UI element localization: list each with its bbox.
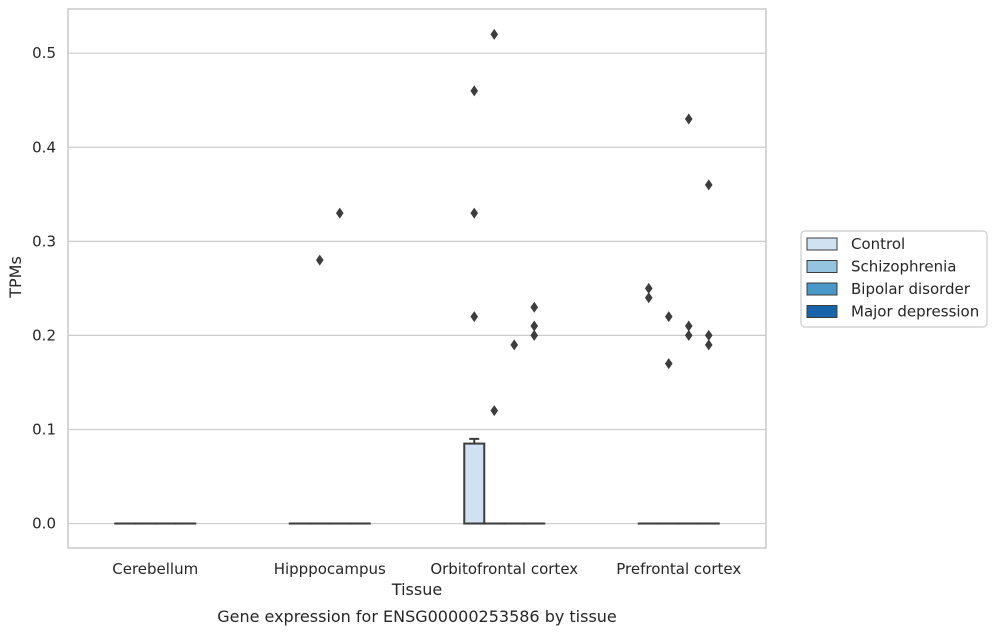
legend-label: Bipolar disorder (851, 280, 971, 298)
legend-label: Schizophrenia (851, 258, 956, 276)
outlier-point (315, 254, 324, 266)
box (463, 437, 486, 525)
outlier-point (490, 28, 499, 40)
legend-label: Control (851, 235, 905, 253)
y-tick-label: 0.5 (32, 44, 56, 62)
outlier-point (684, 320, 693, 332)
legend-item: Control (806, 235, 905, 253)
x-tick-label: Orbitofrontal cortex (430, 560, 578, 578)
legend-item: Major depression (806, 303, 979, 321)
outlier-point (470, 311, 479, 323)
legend-item: Bipolar disorder (806, 280, 971, 298)
x-axis-ticks: Cerebellum Hipppocampus Orbitofrontal cort… (112, 560, 741, 578)
box-body (463, 442, 486, 525)
outlier-point (684, 329, 693, 341)
outlier-point (470, 207, 479, 219)
x-tick-label: Prefrontal cortex (616, 560, 741, 578)
y-tick-label: 0.2 (32, 326, 56, 344)
gridlines (68, 52, 766, 525)
x-tick-label: Hipppocampus (274, 560, 386, 578)
outlier-point (704, 179, 713, 191)
outlier-point (704, 339, 713, 351)
legend-swatch (806, 237, 838, 251)
legend-label: Major depression (851, 303, 979, 321)
outlier-point (470, 85, 479, 97)
outlier-point (510, 339, 519, 351)
legend: Control Schizophrenia Bipolar disorder Majo… (800, 230, 988, 328)
outlier-point (664, 358, 673, 370)
legend-swatch (806, 282, 838, 296)
outlier-point (530, 320, 539, 332)
y-tick-label: 0.3 (32, 232, 56, 250)
outlier-point (530, 329, 539, 341)
outlier-point (684, 113, 693, 125)
legend-frame (800, 230, 988, 328)
legend-swatch (806, 260, 838, 273)
y-axis-ticks: 0.0 0.1 0.2 0.3 0.4 0.5 (32, 44, 56, 532)
outlier-point (704, 329, 713, 341)
chart-caption: Gene expression for ENSG00000253586 by t… (217, 607, 617, 626)
outlier-point (530, 301, 539, 313)
legend-swatch (806, 305, 838, 318)
outlier-point (644, 282, 653, 294)
outlier-point (664, 311, 673, 323)
x-axis-label: Tissue (391, 580, 442, 599)
box-series (114, 437, 720, 525)
x-tick-label: Cerebellum (112, 560, 198, 578)
y-tick-label: 0.0 (32, 515, 56, 533)
plot-frame (67, 8, 767, 549)
outlier-point (335, 207, 344, 219)
outlier-point (490, 405, 499, 417)
y-tick-label: 0.1 (32, 420, 56, 438)
outlier-points (315, 28, 713, 417)
outlier-point (644, 292, 653, 304)
y-axis-label: TPMs (6, 256, 25, 299)
legend-item: Schizophrenia (806, 258, 956, 276)
y-tick-label: 0.4 (32, 138, 56, 156)
